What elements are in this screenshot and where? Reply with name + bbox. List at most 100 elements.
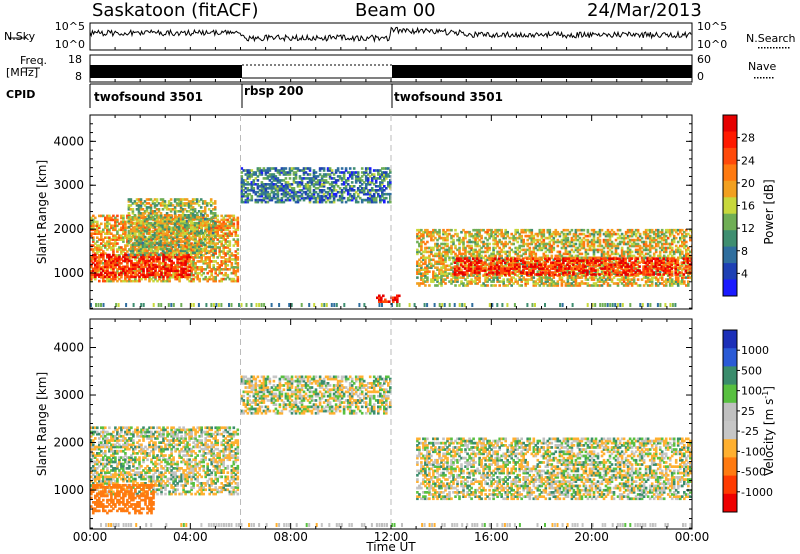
heatmap-cell [159, 243, 163, 247]
heatmap-cell [98, 232, 101, 235]
heatmap-cell [230, 222, 234, 226]
heatmap-cell [195, 251, 199, 255]
heatmap-cell [240, 187, 244, 190]
heatmap-cell [318, 183, 322, 186]
heatmap-cell [564, 284, 568, 287]
heatmap-cell [139, 231, 143, 235]
heatmap-cell [308, 185, 312, 188]
heatmap-cell [90, 234, 93, 237]
heatmap-cell [346, 192, 350, 196]
heatmap-cell [149, 225, 153, 229]
heatmap-cell [383, 196, 386, 200]
heatmap-cell [166, 277, 169, 281]
heatmap-cell [364, 175, 368, 178]
heatmap-cell [316, 194, 320, 198]
heatmap-cell [550, 274, 554, 277]
heatmap-cell [550, 254, 554, 258]
heatmap-cell [155, 200, 159, 203]
heatmap-cell [246, 196, 250, 200]
heatmap-cell [92, 228, 95, 232]
heatmap-cell [548, 248, 552, 252]
heatmap-cell [322, 198, 326, 202]
heatmap-cell [584, 250, 588, 254]
heatmap-cell [232, 216, 236, 220]
heatmap-cell [452, 270, 455, 273]
heatmap-cell [268, 187, 272, 190]
heatmap-cell [440, 284, 443, 287]
heatmap-cell [211, 253, 215, 257]
heatmap-cell [165, 251, 169, 255]
heatmap-cell [364, 167, 368, 170]
heatmap-cell [377, 192, 380, 196]
heatmap-cell [157, 253, 161, 257]
heatmap-cell [146, 263, 149, 267]
heatmap-cell [173, 216, 177, 219]
heatmap-cell [282, 167, 286, 170]
heatmap-cell [148, 269, 151, 273]
heatmap-cell [170, 267, 173, 271]
heatmap-cell [389, 194, 392, 198]
heatmap-cell [208, 260, 211, 263]
heatmap-cell [151, 223, 155, 227]
heatmap-cell [130, 246, 133, 249]
freq-unit-label: [MHz] [6, 66, 39, 79]
heatmap-cell [173, 200, 177, 203]
heatmap-cell [155, 237, 159, 241]
heatmap-cell [426, 246, 429, 250]
heatmap-cell [190, 279, 193, 283]
heatmap-cell [143, 249, 147, 253]
heatmap-cell [157, 202, 161, 205]
heatmap-cell [116, 262, 119, 265]
heatmap-cell [137, 225, 141, 229]
heatmap-cell [193, 237, 197, 241]
heatmap-cell [530, 240, 534, 244]
heatmap-cell [381, 179, 384, 182]
heatmap-cell [168, 253, 171, 257]
heatmap-cell [578, 248, 582, 252]
heatmap-cell [280, 192, 284, 196]
heatmap-cell [145, 227, 149, 231]
heatmap-cell [482, 282, 485, 285]
heatmap-cell [592, 246, 596, 250]
heatmap-cell [598, 278, 602, 281]
heatmap-cell [586, 256, 590, 260]
heatmap-cell [260, 181, 264, 184]
heatmap-cell [540, 246, 544, 250]
heatmap-cell [314, 181, 318, 184]
heatmap-cell [389, 192, 392, 196]
heatmap-cell [332, 177, 336, 180]
heatmap-cell [262, 183, 266, 186]
heatmap-cell [560, 240, 564, 244]
heatmap-cell [538, 270, 542, 273]
heatmap-cell [552, 282, 556, 285]
heatmap-cell [132, 255, 135, 259]
heatmap-cell [157, 216, 161, 219]
heatmap-cell [600, 272, 604, 275]
heatmap-cell [472, 264, 475, 268]
heatmap-cell [167, 241, 171, 245]
heatmap-cell [141, 202, 145, 205]
heatmap-cell [205, 202, 209, 205]
heatmap-cell [181, 210, 185, 213]
heatmap-cell [444, 264, 447, 268]
heatmap-cell [90, 232, 93, 235]
heatmap-cell [214, 275, 217, 279]
heatmap-cell [240, 179, 244, 182]
heatmap-cell [159, 241, 163, 245]
heatmap-cell [364, 185, 368, 188]
heatmap-cell [228, 220, 232, 224]
heatmap-cell [129, 235, 133, 239]
heatmap-cell [134, 255, 137, 259]
heatmap-cell [153, 221, 157, 225]
heatmap-cell [160, 279, 163, 283]
heatmap-cell [176, 268, 179, 271]
heatmap-cell [478, 244, 481, 248]
heatmap-cell [128, 267, 131, 271]
heatmap-cell [504, 242, 507, 246]
heatmap-cell [420, 282, 423, 285]
heatmap-cell [546, 280, 550, 283]
heatmap-cell [163, 239, 167, 243]
heatmap-cell [508, 250, 511, 254]
heatmap-cell [282, 190, 286, 194]
heatmap-cell [142, 255, 145, 259]
